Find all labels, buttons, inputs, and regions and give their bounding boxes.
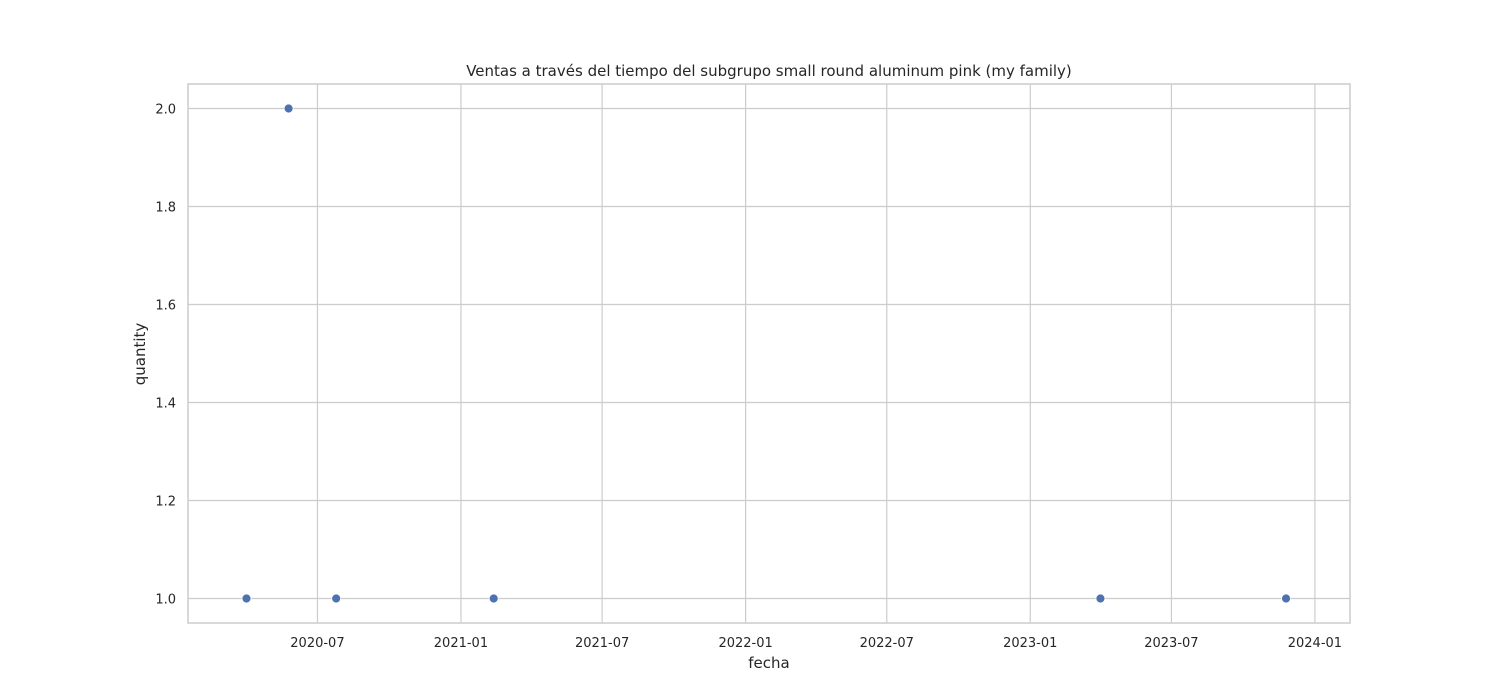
data-point (1281, 593, 1291, 604)
y-tick-label: 2.0 (155, 103, 176, 118)
plot-frame (187, 83, 1351, 624)
y-tick-label: 1.8 (155, 201, 176, 216)
grid-layer (188, 84, 1350, 623)
x-tick-label: 2024-01 (1288, 636, 1342, 651)
y-axis-label: quantity (131, 323, 149, 386)
chart-title: Ventas a través del tiempo del subgrupo … (466, 62, 1072, 80)
data-point (241, 593, 252, 604)
x-tick-label: 2021-01 (434, 636, 488, 651)
y-tick-label: 1.2 (155, 495, 176, 510)
x-tick-label: 2021-07 (575, 636, 629, 651)
x-tick-label: 2020-07 (290, 636, 344, 651)
y-tick-label: 1.4 (155, 397, 176, 412)
y-tick-label: 1.0 (155, 593, 176, 608)
x-tick-label: 2022-07 (860, 636, 914, 651)
x-axis-label: fecha (748, 654, 789, 672)
data-point (1095, 593, 1106, 604)
x-tick-label: 2022-01 (718, 636, 772, 651)
x-tick-label: 2023-01 (1003, 636, 1057, 651)
y-tick-labels: 1.0 1.2 1.4 1.6 1.8 2.0 (155, 103, 176, 608)
data-point (488, 593, 499, 604)
x-tick-labels: 2020-07 2021-01 2021-07 2022-01 2022-07 2023-… (290, 636, 1342, 651)
y-tick-label: 1.6 (155, 299, 176, 314)
points-layer (241, 103, 1291, 604)
x-tick-label: 2023-07 (1144, 636, 1198, 651)
data-point (283, 103, 294, 114)
data-point (331, 593, 342, 604)
